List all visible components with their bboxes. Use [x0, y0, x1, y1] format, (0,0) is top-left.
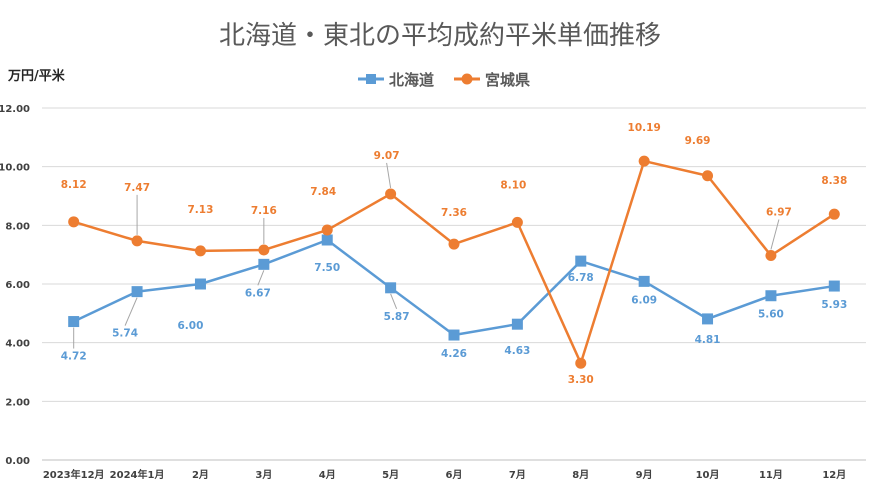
data-point	[765, 250, 777, 262]
x-tick-label: 9月	[636, 469, 653, 481]
data-point	[258, 244, 270, 256]
legend-label: 北海道	[389, 71, 434, 89]
data-point	[511, 216, 523, 228]
y-tick-label: 4.00	[5, 339, 30, 350]
x-tick-label: 11月	[759, 469, 783, 481]
data-point	[702, 170, 714, 182]
data-point	[68, 316, 80, 328]
data-point	[385, 282, 397, 294]
data-point	[68, 216, 80, 228]
y-tick-label: 6.00	[5, 280, 30, 291]
data-label: 7.84	[310, 186, 336, 198]
data-point	[258, 258, 270, 270]
x-tick-label: 8月	[572, 469, 589, 481]
data-label: 6.78	[568, 272, 594, 284]
data-label: 4.63	[504, 345, 530, 357]
y-tick-label: 0.00	[5, 456, 30, 467]
data-point	[575, 357, 587, 369]
x-tick-label: 2月	[192, 469, 209, 481]
series-group	[68, 155, 840, 369]
y-tick-label: 2.00	[5, 397, 30, 408]
legend-marker-square	[366, 74, 376, 84]
data-label: 8.10	[500, 179, 526, 191]
data-labels: 4.72 5.74 6.00 6.67 7.50 5.87 4.26 4.63 6.78 6.09…	[61, 122, 848, 386]
data-label: 9.69	[685, 135, 711, 147]
data-point	[131, 235, 143, 247]
series-hokkaido	[68, 234, 840, 341]
data-point	[448, 329, 460, 341]
y-axis-ticks: 0.00 2.00 4.00 6.00 8.00 10.00 12.00	[0, 104, 30, 467]
data-point	[702, 313, 714, 325]
data-point	[194, 245, 206, 257]
data-point	[575, 255, 587, 267]
data-label: 10.19	[628, 122, 661, 134]
data-label: 3.30	[568, 374, 594, 386]
x-tick-label: 7月	[509, 469, 526, 481]
data-point	[321, 234, 333, 246]
data-point	[828, 280, 840, 292]
y-tick-label: 8.00	[5, 221, 30, 232]
data-label: 8.38	[821, 175, 847, 187]
data-label: 5.74	[112, 328, 138, 340]
data-point	[638, 155, 650, 167]
data-label: 5.87	[384, 311, 410, 323]
x-tick-label: 4月	[319, 469, 336, 481]
y-tick-label: 12.00	[0, 104, 30, 115]
gridlines	[42, 107, 866, 461]
legend-marker-circle	[461, 73, 473, 85]
data-point	[194, 278, 206, 290]
data-point	[638, 275, 650, 287]
data-label: 7.16	[251, 205, 277, 217]
data-point	[765, 290, 777, 302]
x-tick-label: 12月	[822, 469, 846, 481]
label-leader-line	[386, 162, 392, 189]
data-point	[131, 286, 143, 298]
data-label: 7.13	[188, 204, 214, 216]
legend-label: 宮城県	[485, 71, 530, 89]
data-label: 8.12	[61, 179, 87, 191]
data-point	[448, 238, 460, 250]
x-tick-label: 10月	[696, 469, 720, 481]
y-tick-label: 10.00	[0, 163, 30, 174]
data-label: 4.81	[695, 334, 721, 346]
data-label: 9.07	[374, 150, 400, 162]
series-miyagi	[68, 155, 840, 369]
label-leader-line	[770, 219, 780, 250]
x-tick-label: 2024年1月	[110, 468, 165, 481]
data-point	[511, 318, 523, 330]
x-tick-label: 6月	[446, 469, 463, 481]
data-label: 7.47	[124, 182, 150, 194]
data-label: 5.60	[758, 309, 784, 321]
chart-title: 北海道・東北の平均成約平米単価推移	[219, 21, 661, 51]
data-label: 7.36	[441, 207, 467, 219]
data-label: 6.97	[766, 207, 792, 219]
y-axis-unit-label: 万円/平米	[7, 68, 66, 84]
x-tick-label: 2023年12月	[43, 468, 105, 481]
data-point	[828, 208, 840, 220]
x-tick-label: 3月	[255, 469, 272, 481]
x-axis-ticks: 2023年12月 2024年1月 2月 3月 4月 5月 6月 7月 8月 9月 10月 11月 12月	[43, 468, 846, 481]
label-leader-line	[124, 297, 138, 326]
data-label: 6.09	[631, 294, 657, 306]
label-leader-line	[257, 270, 265, 286]
data-point	[385, 188, 397, 200]
data-label: 6.67	[245, 287, 271, 299]
data-label: 4.26	[441, 348, 467, 360]
x-tick-label: 5月	[382, 469, 399, 481]
data-point	[321, 224, 333, 236]
label-leader-lines	[73, 162, 780, 349]
legend: 北海道 宮城県	[358, 71, 530, 89]
data-label: 7.50	[314, 262, 340, 274]
data-label: 4.72	[61, 351, 87, 363]
label-leader-line	[390, 293, 398, 309]
data-label: 5.93	[821, 299, 847, 311]
data-label: 6.00	[178, 320, 204, 332]
